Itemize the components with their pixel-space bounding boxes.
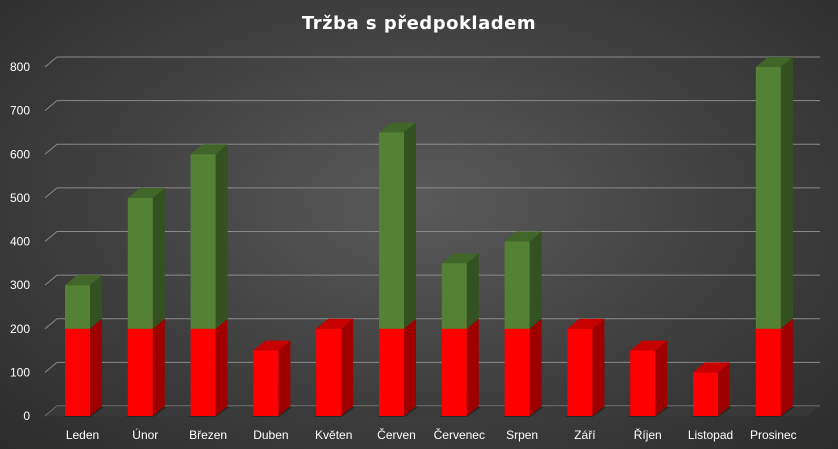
bar-segment <box>65 318 102 416</box>
y-tick-label: 800 <box>10 60 30 74</box>
y-axis-ticks: 0 100 200 300 400 500 600 700 800 <box>10 60 30 423</box>
x-category-label: Červen <box>377 427 416 442</box>
bar-segment <box>379 122 416 329</box>
y-tick-label: 600 <box>10 147 30 161</box>
bar-segment <box>441 253 479 329</box>
y-tick-label: 200 <box>10 322 30 336</box>
y-tick-label: 400 <box>10 235 30 249</box>
gridline <box>44 143 820 155</box>
x-category-label: Leden <box>66 428 99 442</box>
gridline <box>44 274 820 286</box>
x-axis-labels: Leden Únor Březen Duben Květen Červen Červenec… <box>66 427 797 442</box>
x-category-label: Září <box>574 428 596 442</box>
gridline <box>44 187 820 199</box>
bars <box>63 57 795 417</box>
x-category-label: Únor <box>132 427 158 442</box>
y-tick-label: 300 <box>10 278 30 292</box>
x-category-label: Květen <box>315 428 352 442</box>
bar-segment <box>379 318 416 416</box>
bar-segment <box>504 318 542 416</box>
y-tick-label: 700 <box>10 104 30 118</box>
gridline <box>44 231 820 242</box>
bar-segment <box>316 318 354 416</box>
chart-floor <box>45 406 820 416</box>
gridline <box>44 318 820 330</box>
bar-segment <box>693 362 730 416</box>
bar-segment <box>190 144 228 329</box>
bar-segment <box>127 187 165 329</box>
x-category-label: Srpen <box>506 428 538 442</box>
gridline <box>44 361 820 373</box>
bar-segment <box>504 231 542 329</box>
x-category-label: Březen <box>189 428 227 442</box>
bar-segment <box>441 318 479 416</box>
y-tick-label: 100 <box>10 365 30 379</box>
bar-segment <box>567 318 605 416</box>
x-category-label: Prosinec <box>750 428 797 442</box>
floor-plane <box>45 406 820 416</box>
bar-segment <box>190 318 228 416</box>
gridline <box>44 100 820 112</box>
y-tick-label: 500 <box>10 191 30 205</box>
x-category-label: Červenec <box>434 427 485 442</box>
bar-segment <box>253 340 291 416</box>
bar-segment <box>127 318 165 416</box>
gridline <box>44 56 820 68</box>
x-category-label: Duben <box>253 428 288 442</box>
x-category-label: Listopad <box>688 428 733 442</box>
bar-segment <box>630 340 668 416</box>
x-category-label: Říjen <box>634 427 662 442</box>
bar-segment <box>755 318 793 416</box>
bar-segment <box>755 57 793 329</box>
chart-title: Tržba s předpokladem <box>302 13 536 34</box>
y-tick-label: 0 <box>23 409 30 423</box>
bar-segment <box>65 275 102 329</box>
gridlines <box>44 56 820 417</box>
